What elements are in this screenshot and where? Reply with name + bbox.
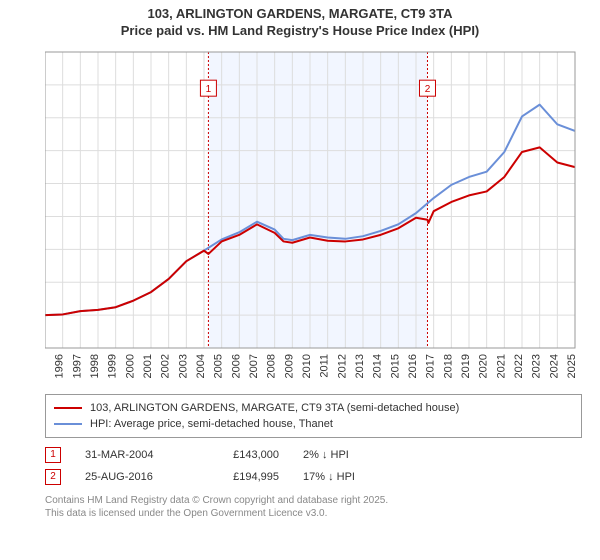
marker-table: 1 31-MAR-2004 £143,000 2% ↓ HPI 2 25-AUG… bbox=[45, 444, 582, 488]
svg-text:2009: 2009 bbox=[283, 354, 295, 378]
marker-row-2: 2 25-AUG-2016 £194,995 17% ↓ HPI bbox=[45, 466, 582, 488]
title-line-2: Price paid vs. HM Land Registry's House … bbox=[0, 23, 600, 40]
marker-row-1: 1 31-MAR-2004 £143,000 2% ↓ HPI bbox=[45, 444, 582, 466]
chart-svg: £0£50K£100K£150K£200K£250K£300K£350K£400… bbox=[45, 48, 585, 388]
svg-text:1995: 1995 bbox=[45, 354, 48, 378]
svg-text:2005: 2005 bbox=[213, 354, 225, 378]
legend-row-1: 103, ARLINGTON GARDENS, MARGATE, CT9 3TA… bbox=[54, 400, 573, 416]
svg-text:1: 1 bbox=[206, 84, 212, 95]
svg-text:2011: 2011 bbox=[319, 354, 331, 378]
marker-date-2: 25-AUG-2016 bbox=[85, 471, 185, 483]
svg-text:2007: 2007 bbox=[248, 354, 260, 378]
svg-text:2025: 2025 bbox=[566, 354, 578, 378]
svg-text:2020: 2020 bbox=[478, 354, 490, 378]
marker-price-1: £143,000 bbox=[209, 449, 279, 461]
marker-price-2: £194,995 bbox=[209, 471, 279, 483]
svg-text:2006: 2006 bbox=[230, 354, 242, 378]
svg-text:2002: 2002 bbox=[160, 354, 172, 378]
svg-text:2008: 2008 bbox=[266, 354, 278, 378]
footer-line-2: This data is licensed under the Open Gov… bbox=[45, 507, 582, 520]
svg-text:2013: 2013 bbox=[354, 354, 366, 378]
legend-swatch-2 bbox=[54, 423, 82, 425]
svg-text:1997: 1997 bbox=[71, 354, 83, 378]
svg-text:2017: 2017 bbox=[425, 354, 437, 378]
marker-badge-2: 2 bbox=[45, 469, 61, 485]
svg-text:2015: 2015 bbox=[389, 354, 401, 378]
svg-text:2: 2 bbox=[425, 84, 431, 95]
marker-badge-1: 1 bbox=[45, 447, 61, 463]
svg-text:2022: 2022 bbox=[513, 354, 525, 378]
marker-diff-1: 2% ↓ HPI bbox=[303, 449, 393, 461]
svg-text:2004: 2004 bbox=[195, 354, 207, 378]
chart-area: £0£50K£100K£150K£200K£250K£300K£350K£400… bbox=[0, 40, 600, 388]
chart-titles: 103, ARLINGTON GARDENS, MARGATE, CT9 3TA… bbox=[0, 0, 600, 40]
svg-text:2003: 2003 bbox=[177, 354, 189, 378]
svg-text:2014: 2014 bbox=[372, 354, 384, 378]
legend-row-2: HPI: Average price, semi-detached house,… bbox=[54, 416, 573, 432]
legend: 103, ARLINGTON GARDENS, MARGATE, CT9 3TA… bbox=[45, 394, 582, 438]
svg-text:1996: 1996 bbox=[54, 354, 66, 378]
svg-text:2021: 2021 bbox=[495, 354, 507, 378]
footer-line-1: Contains HM Land Registry data © Crown c… bbox=[45, 494, 582, 507]
svg-text:2000: 2000 bbox=[124, 354, 136, 378]
footer: Contains HM Land Registry data © Crown c… bbox=[45, 494, 582, 520]
svg-text:2016: 2016 bbox=[407, 354, 419, 378]
svg-text:2018: 2018 bbox=[442, 354, 454, 378]
svg-text:2019: 2019 bbox=[460, 354, 472, 378]
title-line-1: 103, ARLINGTON GARDENS, MARGATE, CT9 3TA bbox=[0, 6, 600, 23]
legend-label-1: 103, ARLINGTON GARDENS, MARGATE, CT9 3TA… bbox=[90, 402, 459, 414]
svg-text:2001: 2001 bbox=[142, 354, 154, 378]
legend-label-2: HPI: Average price, semi-detached house,… bbox=[90, 418, 333, 430]
marker-date-1: 31-MAR-2004 bbox=[85, 449, 185, 461]
marker-diff-2: 17% ↓ HPI bbox=[303, 471, 393, 483]
legend-swatch-1 bbox=[54, 407, 82, 409]
svg-text:2012: 2012 bbox=[336, 354, 348, 378]
svg-text:1998: 1998 bbox=[89, 354, 101, 378]
svg-text:2010: 2010 bbox=[301, 354, 313, 378]
svg-text:2023: 2023 bbox=[531, 354, 543, 378]
svg-text:2024: 2024 bbox=[548, 354, 560, 378]
svg-text:1999: 1999 bbox=[107, 354, 119, 378]
